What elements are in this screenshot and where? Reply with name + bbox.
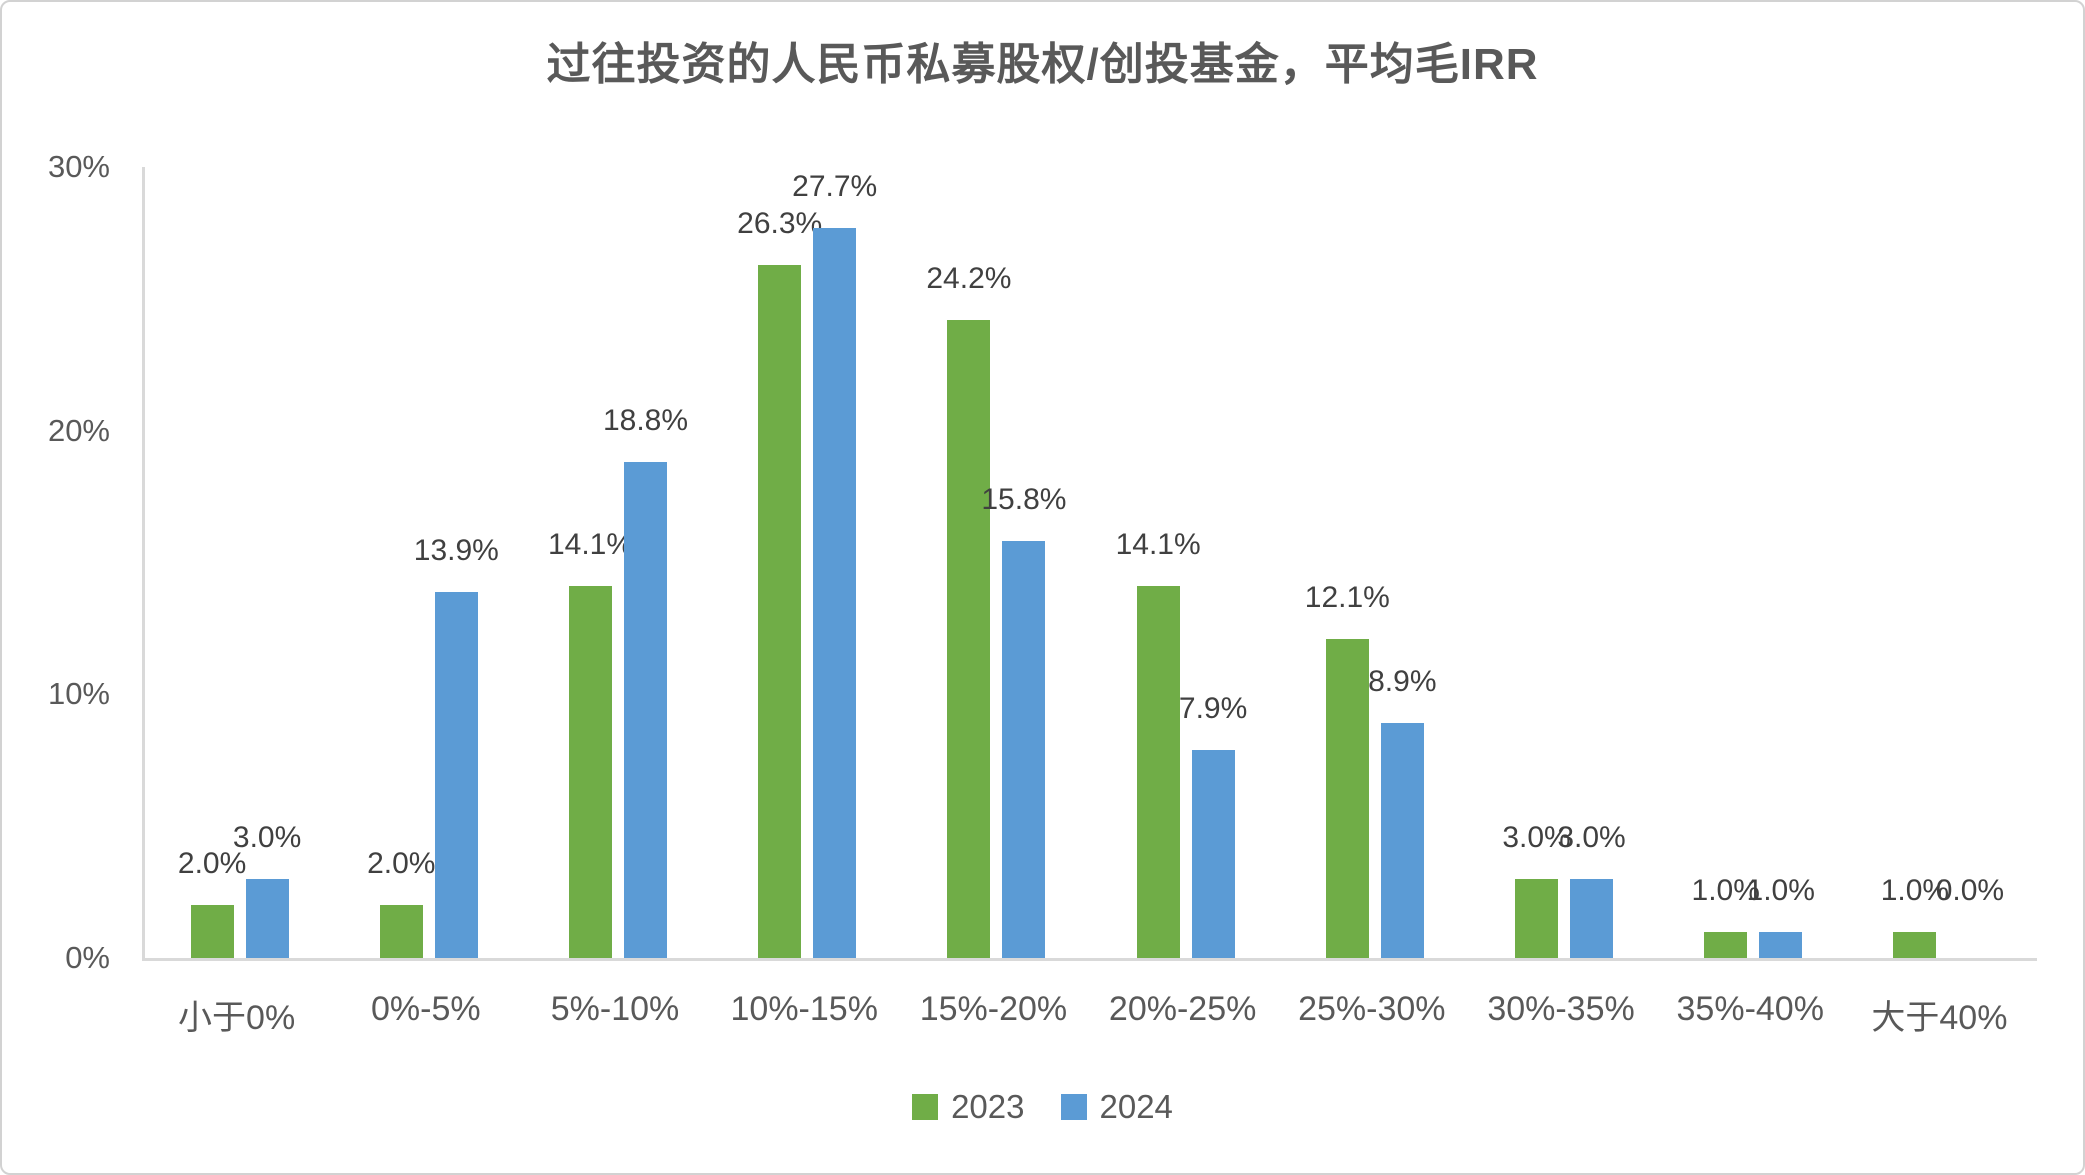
data-label: 7.9% xyxy=(1178,692,1248,725)
bar-slot-2023: 1.0% xyxy=(1881,876,1949,958)
legend-item-2023: 2023 xyxy=(912,1088,1025,1126)
data-label: 2.0% xyxy=(367,847,436,880)
bar-2024 xyxy=(1759,932,1803,958)
bar-slot-2024: 18.8% xyxy=(603,406,688,958)
bar-slot-2024: 27.7% xyxy=(792,172,877,958)
bar-slot-2023: 14.1% xyxy=(1116,530,1201,958)
category-group: 2.0% 3.0% xyxy=(145,167,334,958)
data-label: 3.0% xyxy=(232,821,302,854)
bar-2024 xyxy=(434,592,478,958)
x-category-label: 30%-35% xyxy=(1487,990,1635,1028)
data-label: 3.0% xyxy=(1557,821,1626,854)
bar-2023 xyxy=(569,586,612,958)
bar-slot-2023: 12.1% xyxy=(1305,583,1390,958)
data-label: 27.7% xyxy=(792,170,878,203)
y-tick-label: 30% xyxy=(47,149,110,184)
bar-slot-2024: 3.0% xyxy=(233,823,301,958)
category-group: 14.1% 7.9% xyxy=(1091,167,1280,958)
bar-slot-2024: 3.0% xyxy=(1557,823,1626,958)
category-group: 1.0% 1.0% xyxy=(1659,167,1848,958)
bar-2023 xyxy=(1515,879,1559,958)
category-group: 24.2% 15.8% xyxy=(902,167,1091,958)
data-label: 0.0% xyxy=(1935,874,2005,907)
bar-2024 xyxy=(1380,723,1424,958)
bar-slot-2023: 3.0% xyxy=(1502,823,1571,958)
bar-2023 xyxy=(758,265,802,958)
bar-2024 xyxy=(813,228,857,958)
plot-area: 2.0% 3.0% 2.0% 13.9% 14.1% 18.8% 26.3% 27.7% 24.… xyxy=(142,167,2037,961)
bar-slot-2023: 24.2% xyxy=(926,264,1011,958)
legend-swatch xyxy=(1060,1094,1087,1120)
bar-2024 xyxy=(1191,750,1235,958)
x-category-label: 小于0% xyxy=(178,999,296,1037)
category-group: 14.1% 18.8% xyxy=(523,167,712,958)
data-label: 15.8% xyxy=(981,483,1067,516)
bar-2023 xyxy=(1325,639,1369,958)
chart-title: 过往投资的人民币私募股权/创投基金，平均毛IRR xyxy=(546,40,1539,89)
data-label: 12.1% xyxy=(1304,581,1390,614)
x-category-label: 15%-20% xyxy=(919,990,1068,1028)
y-tick-label: 20% xyxy=(47,412,110,448)
y-axis-labels: 0% 10% 20% 30% xyxy=(2,2,110,1173)
category-group: 26.3% 27.7% xyxy=(713,167,902,958)
y-tick-label: 0% xyxy=(65,940,110,975)
x-category-label: 0%-5% xyxy=(371,990,481,1028)
data-label: 13.9% xyxy=(413,534,499,567)
x-category-label: 大于40% xyxy=(1871,999,2008,1037)
legend-item-2024: 2024 xyxy=(1060,1088,1173,1126)
plot-groups: 2.0% 3.0% 2.0% 13.9% 14.1% 18.8% 26.3% 27.7% 24.… xyxy=(145,167,2037,958)
data-label: 1.0% xyxy=(1746,874,1815,907)
bar-slot-2023: 14.1% xyxy=(548,530,633,958)
bar-2023 xyxy=(379,905,423,958)
legend-label: 2023 xyxy=(951,1088,1025,1125)
legend-label: 2024 xyxy=(1099,1088,1173,1125)
bar-2024 xyxy=(624,462,667,958)
data-label: 18.8% xyxy=(602,404,689,437)
legend: 2023 2024 xyxy=(2,1088,2083,1126)
legend-swatch xyxy=(912,1094,939,1120)
data-label: 14.1% xyxy=(1115,528,1201,561)
bar-slot-2024: 1.0% xyxy=(1747,876,1815,958)
x-category-label: 25%-30% xyxy=(1298,990,1446,1028)
data-label: 1.0% xyxy=(1880,874,1950,907)
category-group: 3.0% 3.0% xyxy=(1469,167,1658,958)
data-label: 24.2% xyxy=(926,262,1012,295)
category-group: 2.0% 13.9% xyxy=(334,167,523,958)
bar-slot-2023: 26.3% xyxy=(737,209,822,958)
x-category-label: 20%-25% xyxy=(1108,990,1257,1028)
x-category-label: 35%-40% xyxy=(1676,990,1824,1028)
x-axis-labels: 小于0% 0%-5% 5%-10% 10%-15% 15%-20% 20%-25% 25%-… xyxy=(142,990,2034,1039)
bar-2023 xyxy=(1893,932,1937,958)
bar-slot-2024: 8.9% xyxy=(1368,667,1437,958)
bar-slot-2024: 13.9% xyxy=(414,536,499,958)
data-label: 26.3% xyxy=(737,207,823,240)
bar-slot-2023: 1.0% xyxy=(1692,876,1760,958)
data-label: 3.0% xyxy=(1502,821,1571,854)
x-category-label: 10%-15% xyxy=(730,990,878,1028)
x-category-label: 5%-10% xyxy=(550,990,680,1028)
data-label: 1.0% xyxy=(1691,874,1760,907)
y-tick-label: 10% xyxy=(47,676,110,712)
data-label: 14.1% xyxy=(547,528,634,561)
bar-slot-2023: 2.0% xyxy=(178,849,246,958)
bar-2024 xyxy=(1002,541,1046,958)
bar-slot-2023: 2.0% xyxy=(367,849,435,958)
bar-2024 xyxy=(245,879,289,958)
bar-2023 xyxy=(1704,932,1748,958)
bar-2023 xyxy=(190,905,234,958)
data-label: 8.9% xyxy=(1368,665,1437,698)
bar-slot-2024: 15.8% xyxy=(981,485,1066,958)
category-group: 1.0% 0.0% xyxy=(1848,167,2037,958)
bar-slot-2024: 7.9% xyxy=(1179,694,1247,958)
bar-2023 xyxy=(947,320,991,958)
data-label: 2.0% xyxy=(177,847,247,880)
bar-2023 xyxy=(1136,586,1180,958)
category-group: 12.1% 8.9% xyxy=(1280,167,1469,958)
bar-2024 xyxy=(1570,879,1614,958)
